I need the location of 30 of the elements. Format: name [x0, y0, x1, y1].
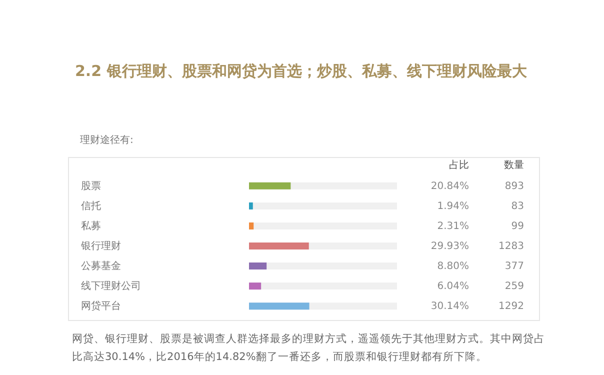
data-label: 99 — [511, 221, 524, 232]
y-tick-label: 股票 — [81, 181, 101, 192]
y-tick-label: 线下理财公司 — [81, 280, 141, 292]
data-label: 259 — [504, 281, 524, 292]
data-label: 20.84% — [430, 181, 469, 192]
text: 理财途径有: — [80, 134, 134, 147]
data-label: 6.04% — [437, 281, 469, 292]
text: 网贷、银行理财、股票是被调查人群选择最多的理财方式，遥遥领先于其他理财方式。其中网贷占比高达30.14%，比2016年的14.82%翻了一番还多，而股票和银行理财都有所下降。 — [72, 332, 546, 365]
data-label: 1.94% — [437, 201, 469, 212]
y-tick-label: 银行理财 — [80, 240, 121, 252]
data-label: 893 — [504, 181, 524, 192]
y-tick-label: 私募 — [81, 220, 101, 232]
bar — [249, 222, 254, 230]
bar — [249, 202, 253, 210]
data-label: 1292 — [498, 301, 524, 312]
data-label: 2.31% — [437, 221, 469, 232]
chart-title: 2.2 银行理财、股票和网贷为首选；炒股、私募、线下理财风险最大 — [75, 62, 527, 81]
data-label: 30.14% — [430, 301, 469, 312]
y-tick-label: 公募基金 — [81, 260, 121, 272]
data-label: 29.93% — [430, 241, 469, 252]
bar — [249, 282, 262, 290]
data-label: 1283 — [498, 241, 524, 252]
y-tick-label: 信托 — [81, 200, 101, 212]
data-label: 83 — [511, 201, 524, 212]
bar — [249, 262, 267, 270]
text: 数量 — [504, 160, 524, 171]
y-tick-label: 网贷平台 — [81, 300, 121, 312]
data-label: 377 — [504, 261, 524, 272]
data-label: 8.80% — [437, 261, 469, 272]
text: 占比 — [449, 159, 469, 171]
